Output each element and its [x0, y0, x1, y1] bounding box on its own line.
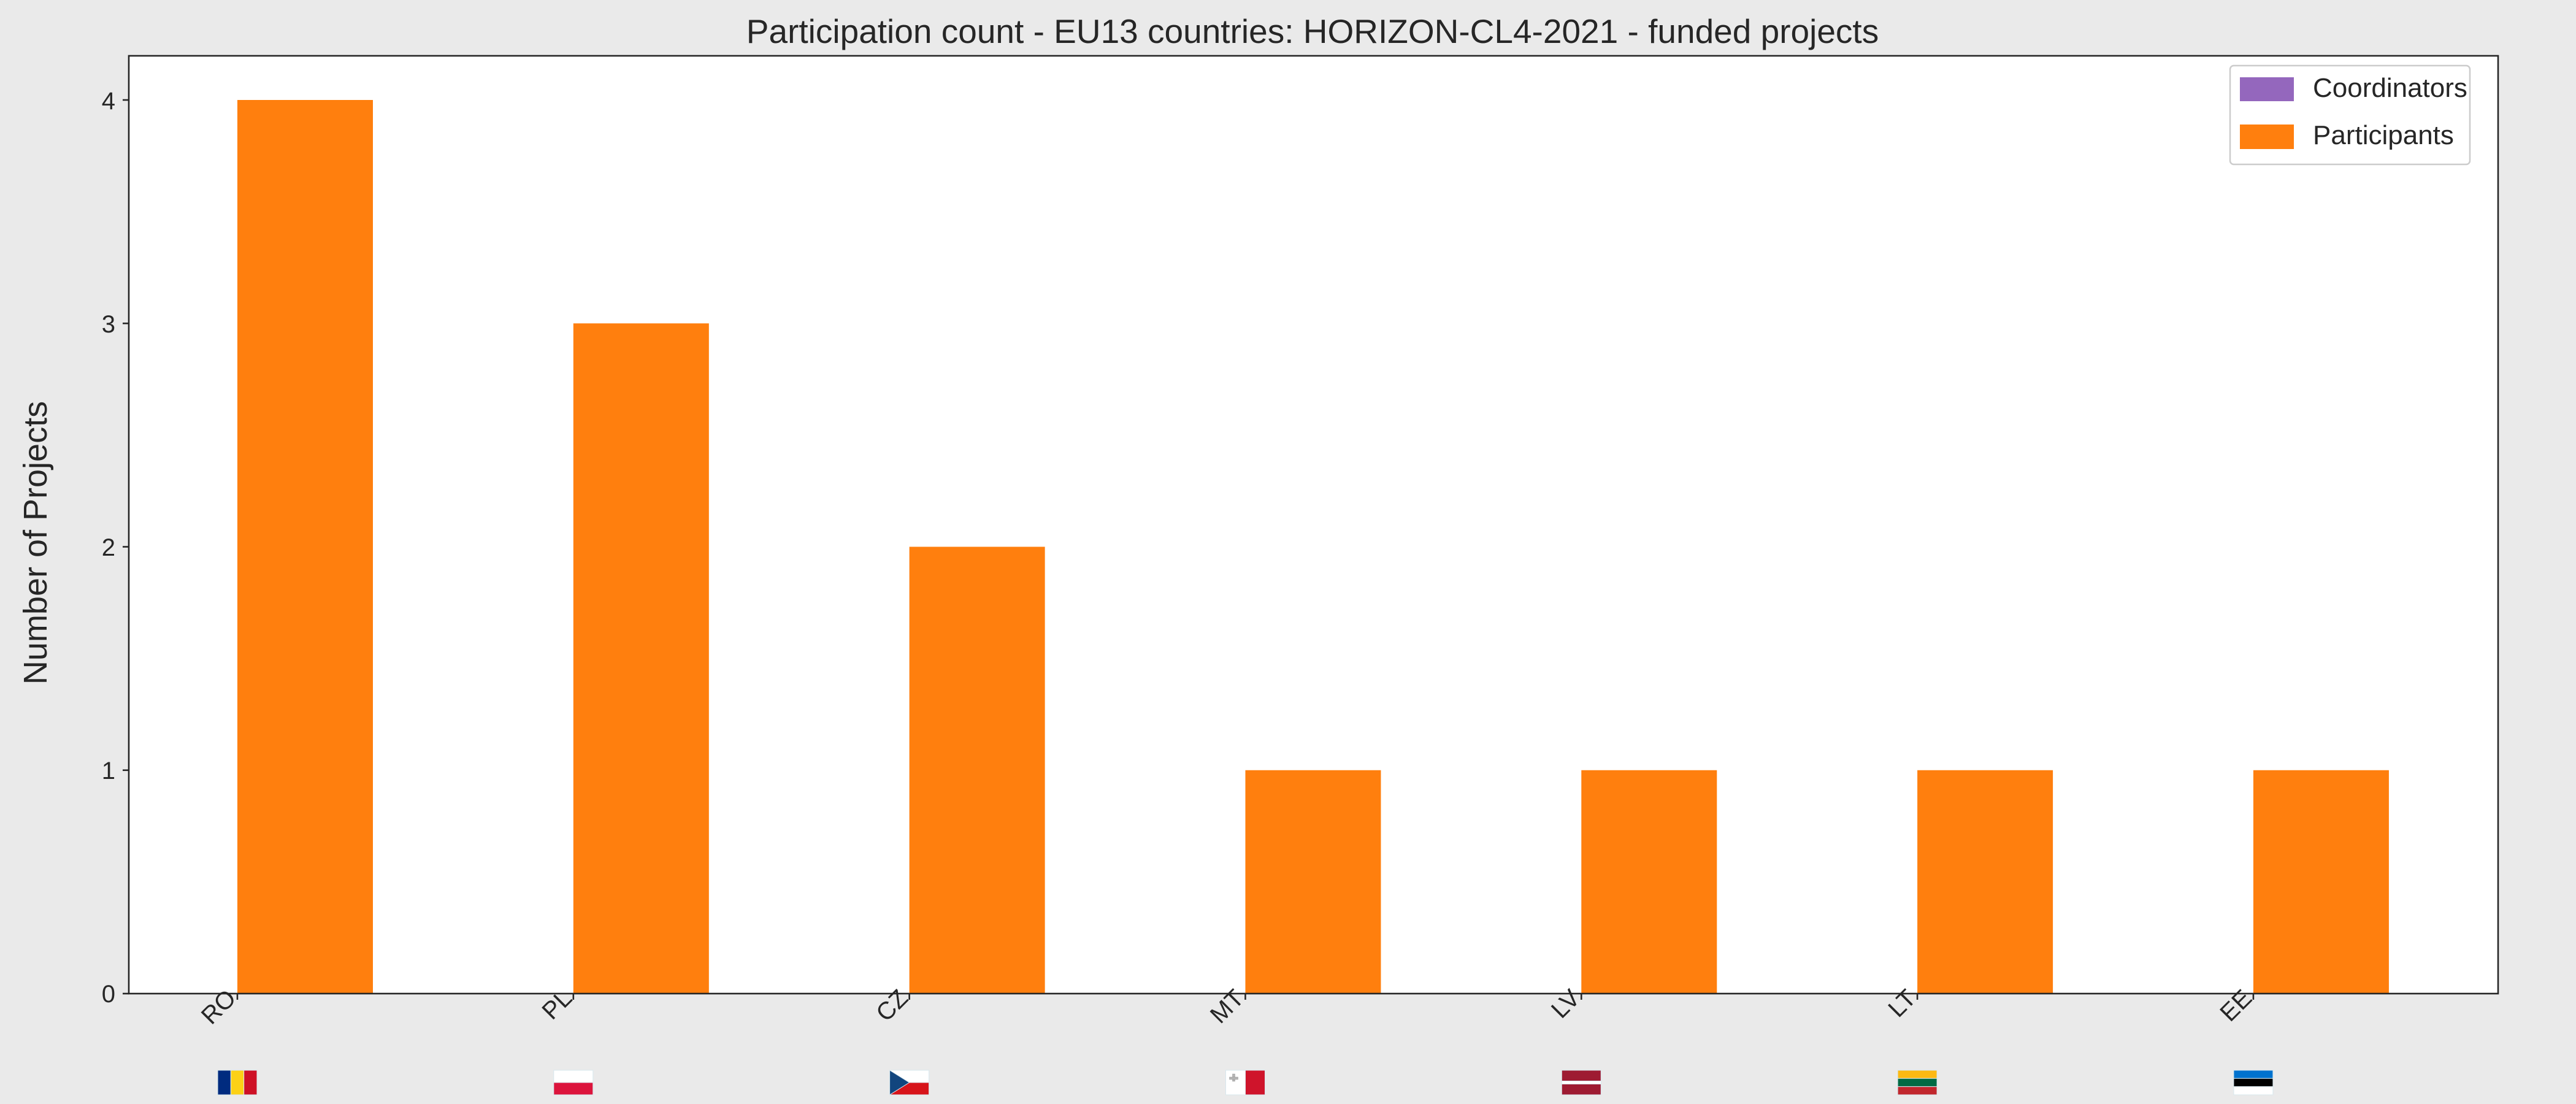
- svg-text:3: 3: [102, 311, 115, 338]
- svg-text:Participants: Participants: [2313, 120, 2454, 150]
- svg-text:2: 2: [102, 534, 115, 561]
- svg-text:0: 0: [102, 981, 115, 1008]
- svg-text:Participation count - EU13 cou: Participation count - EU13 countries: HO…: [746, 12, 1879, 50]
- svg-text:Number of Projects: Number of Projects: [17, 401, 54, 684]
- svg-text:1: 1: [102, 757, 115, 784]
- svg-text:4: 4: [102, 88, 115, 115]
- svg-text:Coordinators: Coordinators: [2313, 73, 2467, 103]
